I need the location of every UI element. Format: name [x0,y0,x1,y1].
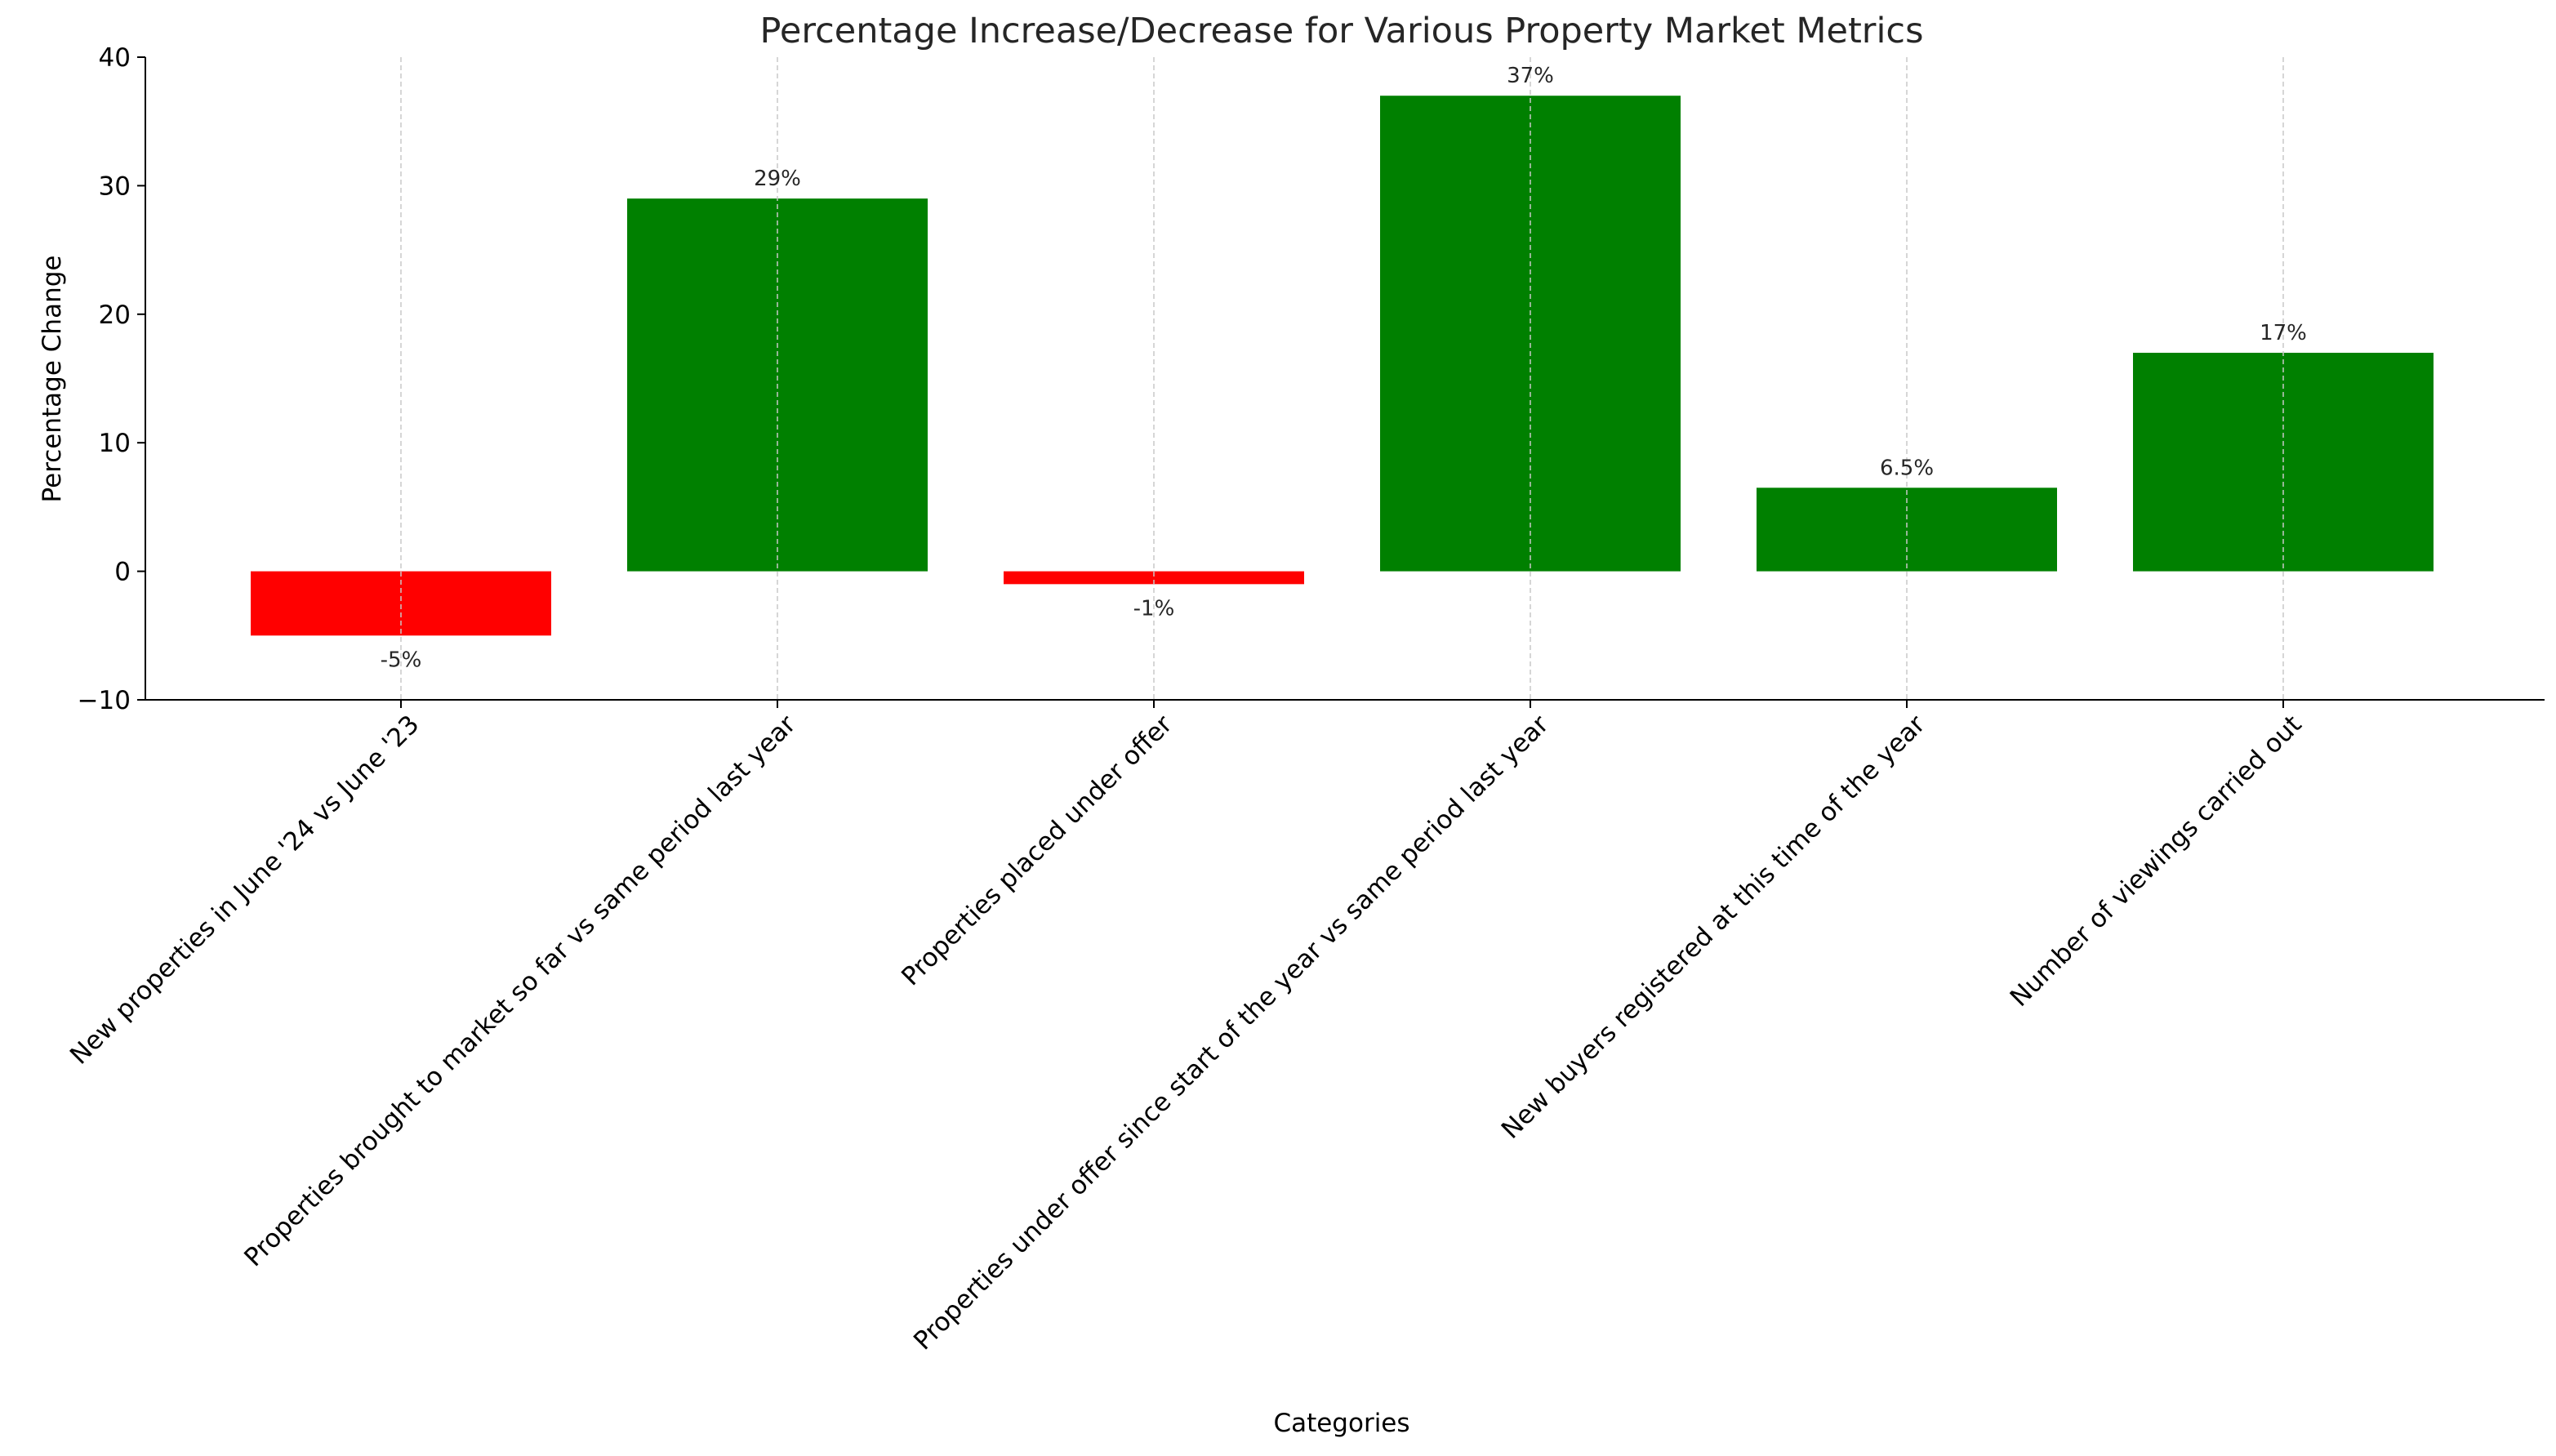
chart-title: Percentage Increase/Decrease for Various… [760,11,1924,51]
y-tick-label-4: 30 [99,171,131,201]
data-label-0: -5% [381,648,422,672]
y-tick-label-5: 40 [99,43,131,73]
data-labels: -5% 29% -1% 37% 6.5% 17% [381,64,2307,672]
data-label-3: 37% [1507,64,1554,88]
grid-lines [400,57,2284,700]
y-tick-label-1: 0 [114,558,131,587]
y-axis-label: Percentage Change [38,256,67,503]
data-label-1: 29% [754,167,801,191]
x-axis-label: Categories [1273,1409,1409,1438]
data-label-2: -1% [1133,596,1175,621]
y-tick-label-2: 10 [99,429,131,458]
y-tick-label-0: −10 [78,686,131,715]
y-tick-label-3: 20 [99,301,131,330]
data-label-4: 6.5% [1880,456,1934,480]
data-label-5: 17% [2260,321,2307,345]
bar-2 [1004,571,1304,585]
